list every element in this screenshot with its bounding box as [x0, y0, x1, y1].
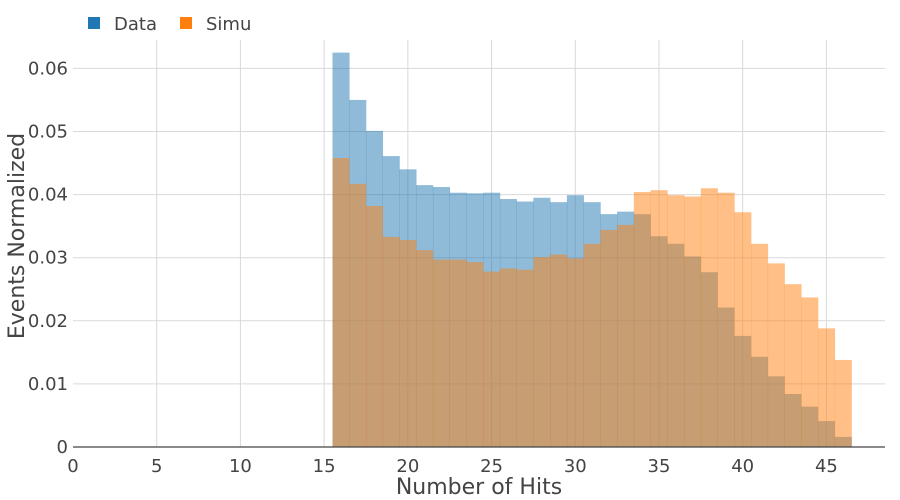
y-axis-title: Events Normalized: [5, 133, 30, 339]
y-tick-label: 0: [57, 437, 68, 458]
bar-simu-39: [717, 192, 735, 447]
bar-simu-16: [332, 157, 350, 447]
bar-simu-33: [617, 224, 635, 447]
legend-label-data: Data: [114, 14, 157, 35]
y-tick-label: 0.05: [28, 121, 68, 142]
x-tick-label: 0: [67, 456, 78, 477]
bar-simu-31: [583, 243, 601, 447]
bar-simu-37: [684, 196, 702, 447]
y-tick-label: 0.01: [28, 374, 68, 395]
bar-simu-30: [566, 258, 584, 447]
legend-swatch-simu: [180, 17, 192, 29]
bar-simu-19: [382, 236, 400, 447]
bar-simu-44: [801, 297, 819, 447]
x-tick-label: 35: [648, 456, 671, 477]
x-tick-label: 15: [313, 456, 336, 477]
bar-simu-17: [349, 183, 367, 448]
bar-simu-41: [751, 243, 769, 447]
bar-simu-42: [767, 263, 785, 447]
x-tick-label: 45: [815, 456, 838, 477]
bar-simu-36: [667, 195, 685, 447]
legend-label-simu: Simu: [206, 14, 251, 35]
bar-simu-18: [365, 205, 384, 447]
y-tick-label: 0.03: [28, 248, 68, 269]
bar-simu-22: [432, 259, 451, 447]
bar-simu-45: [818, 328, 836, 447]
bar-simu-46: [834, 359, 852, 447]
bar-simu-21: [416, 250, 434, 447]
y-tick-label: 0.04: [28, 185, 68, 206]
bar-simu-25: [483, 271, 501, 447]
bar-simu-28: [533, 257, 551, 447]
legend-swatch-data: [88, 17, 100, 29]
bar-simu-40: [734, 212, 752, 447]
bar-simu-34: [633, 192, 651, 447]
bar-simu-26: [499, 268, 517, 447]
legend[interactable]: Data Simu: [88, 14, 251, 35]
x-tick-label: 10: [229, 456, 252, 477]
x-tick-label: 20: [396, 456, 419, 477]
bar-simu-23: [449, 259, 467, 447]
legend-item-data[interactable]: Data: [88, 14, 157, 35]
bar-simu-24: [466, 262, 484, 447]
bar-simu-32: [600, 229, 618, 447]
bar-simu-38: [700, 188, 718, 448]
x-tick-label: 5: [151, 456, 162, 477]
legend-item-simu[interactable]: Simu: [180, 14, 251, 35]
bar-simu-20: [399, 240, 417, 447]
histogram-bars: [332, 52, 852, 448]
bar-simu-27: [516, 269, 534, 447]
series-simu: [332, 157, 852, 448]
x-tick-label: 25: [480, 456, 503, 477]
bar-simu-43: [784, 284, 802, 447]
y-tick-label: 0.06: [28, 58, 68, 79]
y-tick-label: 0.02: [28, 311, 68, 332]
x-tick-label: 30: [564, 456, 587, 477]
bar-simu-29: [550, 254, 568, 447]
bar-simu-35: [650, 190, 668, 447]
x-tick-label: 40: [731, 456, 754, 477]
x-axis-title: Number of Hits: [396, 475, 562, 500]
tick-labels: 0 5 10 15 20 25 30 35 40 45 0 0.01 0.02 0.03 0.04 0.05 0…: [28, 58, 838, 477]
